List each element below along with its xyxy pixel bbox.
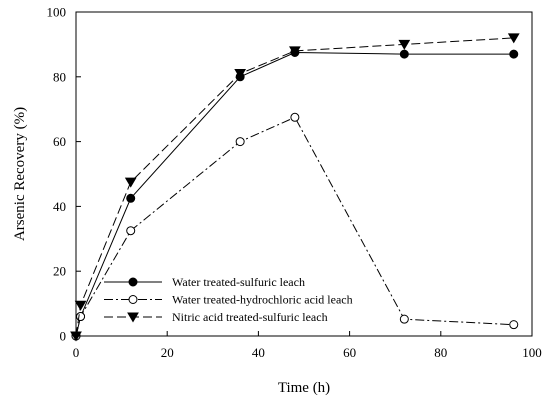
axis-ticks: 0 20 40 60 80 100 0 20 40 60 80 100 xyxy=(47,5,542,361)
data-point xyxy=(290,112,300,122)
series-3 xyxy=(70,33,520,342)
legend-marker xyxy=(128,295,138,304)
y-tick-label: 0 xyxy=(60,329,67,344)
legend-label: Nitric acid treated-sulfuric leach xyxy=(172,310,328,324)
y-tick-label: 60 xyxy=(53,134,66,149)
x-tick-label: 100 xyxy=(522,345,542,360)
x-tick-label: 20 xyxy=(161,345,174,360)
legend-marker xyxy=(128,277,138,287)
plot-frame xyxy=(75,11,533,337)
y-tick-label: 100 xyxy=(47,5,67,20)
data-point xyxy=(399,314,409,324)
data-point xyxy=(399,49,409,59)
y-tick-label: 20 xyxy=(53,264,66,279)
legend-entry: Water treated-sulfuric leach xyxy=(104,275,305,289)
legend-entry: Nitric acid treated-sulfuric leach xyxy=(104,310,328,324)
x-tick-label: 0 xyxy=(73,345,80,360)
data-point xyxy=(235,137,245,147)
data-point xyxy=(76,312,86,322)
data-point xyxy=(398,39,411,50)
data-point xyxy=(124,177,137,188)
y-axis-label: Arsenic Recovery (%) xyxy=(12,107,28,241)
data-point xyxy=(126,193,136,203)
series-layer xyxy=(70,33,520,342)
data-point xyxy=(289,46,301,57)
legend-marker xyxy=(127,312,139,323)
data-point xyxy=(126,226,136,236)
legend: Water treated-sulfuric leach Water treate… xyxy=(104,275,353,324)
data-point xyxy=(509,320,519,330)
x-axis-label: Time (h) xyxy=(278,380,330,396)
legend-label: Water treated-sulfuric leach xyxy=(172,275,305,289)
data-point xyxy=(507,33,520,44)
legend-label: Water treated-hydrochloric acid leach xyxy=(172,293,353,307)
data-point xyxy=(509,49,519,59)
x-tick-label: 60 xyxy=(343,345,356,360)
x-tick-label: 80 xyxy=(434,345,447,360)
legend-entry: Water treated-hydrochloric acid leach xyxy=(104,293,353,307)
plot-area xyxy=(75,11,533,337)
x-tick-label: 40 xyxy=(252,345,265,360)
y-tick-label: 80 xyxy=(53,69,66,84)
y-tick-label: 40 xyxy=(53,199,66,214)
data-point xyxy=(234,69,247,80)
series-line xyxy=(75,37,514,337)
data-point xyxy=(74,300,87,311)
